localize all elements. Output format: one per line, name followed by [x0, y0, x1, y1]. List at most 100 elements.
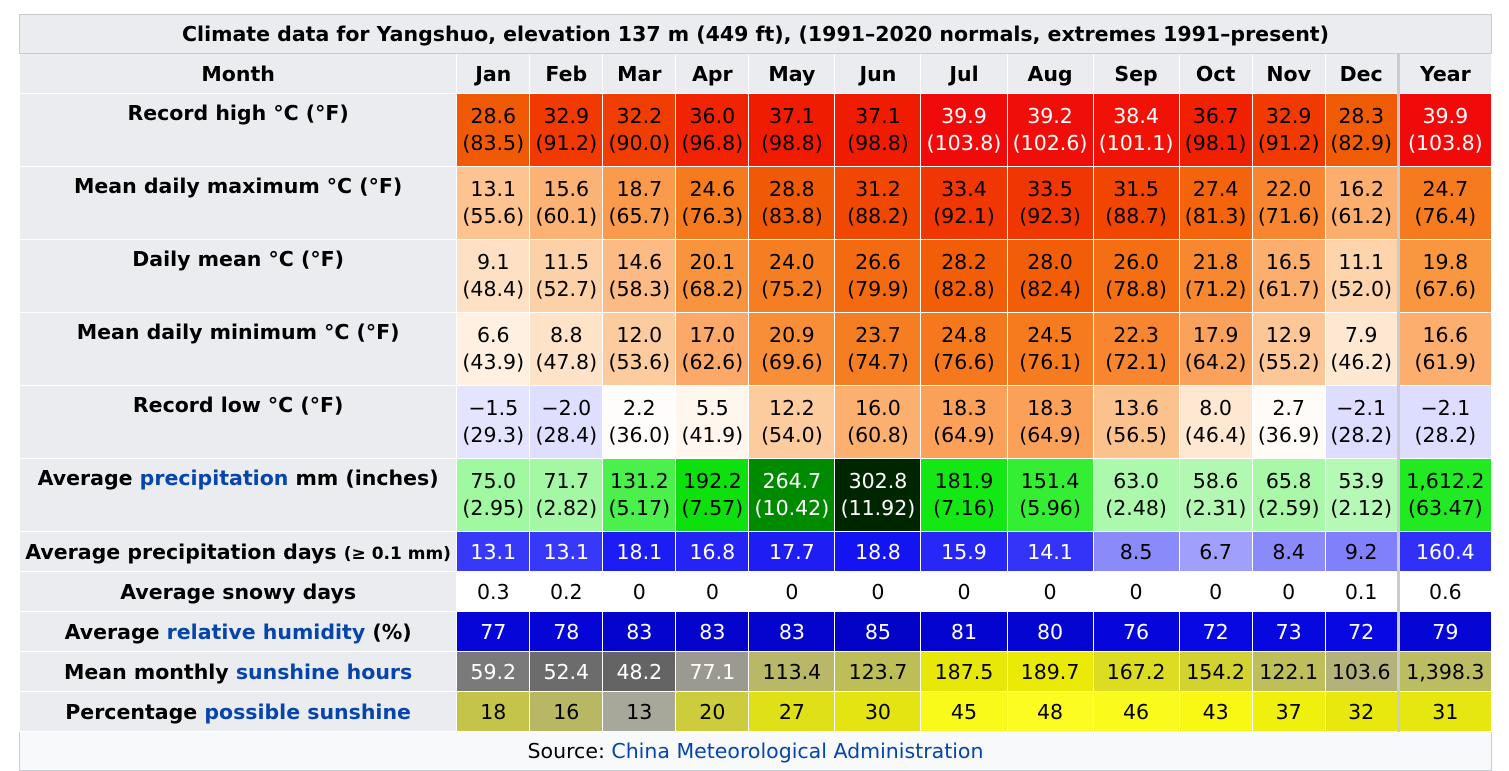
value-imperial: (101.1)	[1098, 131, 1174, 155]
row-label-text: Average	[37, 466, 140, 490]
value-metric: 36.7	[1192, 104, 1239, 128]
row-label: Mean daily maximum °C (°F)	[18, 166, 458, 240]
value-cell: 154.2	[1178, 651, 1253, 692]
row-label-text: Percentage	[65, 699, 205, 724]
table-row: Average precipitation days (≥ 0.1 mm) 13.…	[18, 531, 1493, 572]
value-cell: 27.4 (81.3)	[1178, 166, 1253, 240]
value-cell: 187.5	[920, 651, 1008, 692]
row-label-link[interactable]: sunshine hours	[235, 659, 413, 684]
value-cell: 123.7	[834, 651, 922, 692]
value-cell: 36.7 (98.1)	[1178, 93, 1253, 167]
value-cell: 73	[1251, 611, 1326, 652]
value-imperial: (5.96)	[1019, 496, 1081, 520]
value-cell: 52.4	[529, 651, 604, 692]
month-header-dec: Dec	[1324, 53, 1399, 94]
value-cell: 0	[1006, 571, 1094, 612]
value-metric: 9.1	[476, 250, 510, 274]
value-imperial: (36.9)	[1257, 423, 1320, 447]
value-cell: 85	[834, 611, 922, 652]
value-imperial: (98.8)	[847, 131, 909, 155]
value-imperial: (63.47)	[1408, 496, 1483, 520]
value-cell: 43	[1178, 691, 1253, 732]
value-cell: 13.6 (56.5)	[1092, 385, 1180, 459]
value-cell: 23.7 (74.7)	[834, 312, 922, 386]
value-imperial: (76.6)	[933, 350, 995, 374]
value-cell: 37.1 (98.8)	[748, 93, 836, 167]
value-metric: 36.0	[689, 104, 736, 128]
value-imperial: (7.16)	[933, 496, 995, 520]
value-cell: 39.2 (102.6)	[1006, 93, 1094, 167]
value-metric: 39.9	[1422, 104, 1469, 128]
source-prefix: Source:	[527, 739, 612, 763]
year-value-cell: 24.7 (76.4)	[1396, 166, 1493, 240]
value-imperial: (46.2)	[1330, 350, 1392, 374]
value-metric: 28.0	[1027, 250, 1073, 274]
value-metric: 2.7	[1272, 396, 1305, 420]
value-cell: −2.0 (28.4)	[529, 385, 604, 459]
value-cell: 18.3 (64.9)	[920, 385, 1008, 459]
row-label: Average relative humidity (%)	[18, 611, 458, 652]
row-label-link[interactable]: relative humidity	[166, 619, 366, 644]
value-imperial: (28.4)	[535, 423, 598, 447]
value-metric: 1,612.2	[1406, 469, 1485, 493]
value-metric: 39.2	[1027, 104, 1073, 128]
value-metric: 27.4	[1192, 177, 1239, 201]
value-imperial: (102.6)	[1012, 131, 1088, 155]
value-imperial: (10.42)	[754, 496, 830, 520]
value-cell: 17.7	[748, 531, 836, 572]
value-cell: 83	[748, 611, 836, 652]
value-metric: 33.4	[941, 177, 987, 201]
value-cell: 26.0 (78.8)	[1092, 239, 1180, 313]
value-imperial: (60.1)	[535, 204, 598, 228]
value-cell: 8.4	[1251, 531, 1326, 572]
value-metric: 37.1	[855, 104, 901, 128]
value-imperial: (65.7)	[608, 204, 671, 228]
value-cell: 83	[675, 611, 750, 652]
table-row: Record high °C (°F) 28.6 (83.5) 32.9 (91.2) 3…	[18, 93, 1493, 167]
value-imperial: (71.6)	[1257, 204, 1320, 228]
value-imperial: (52.0)	[1330, 277, 1392, 301]
value-imperial: (28.2)	[1330, 423, 1392, 447]
value-cell: 32.2 (90.0)	[602, 93, 677, 167]
row-label: Record high °C (°F)	[18, 93, 458, 167]
value-metric: 21.8	[1192, 250, 1239, 274]
value-cell: 37.1 (98.8)	[834, 93, 922, 167]
row-label-text: Average snowy days	[120, 579, 357, 604]
value-imperial: (56.5)	[1105, 423, 1167, 447]
value-cell: 0.2	[529, 571, 604, 612]
value-cell: 48.2	[602, 651, 677, 692]
value-cell: 32.9 (91.2)	[529, 93, 604, 167]
value-imperial: (88.2)	[847, 204, 909, 228]
value-cell: 31.2 (88.2)	[834, 166, 922, 240]
value-cell: 12.9 (55.2)	[1251, 312, 1326, 386]
source-link[interactable]: China Meteorological Administration	[611, 739, 984, 763]
value-cell: 81	[920, 611, 1008, 652]
value-cell: 24.8 (76.6)	[920, 312, 1008, 386]
value-imperial: (46.4)	[1184, 423, 1247, 447]
value-cell: 72	[1324, 611, 1399, 652]
table-row: Percentage possible sunshine 18 16 13 20 27 30…	[18, 691, 1493, 732]
value-cell: 28.0 (82.4)	[1006, 239, 1094, 313]
value-metric: 32.9	[1265, 104, 1312, 128]
value-metric: −2.1	[1420, 396, 1471, 420]
value-metric: −1.5	[468, 396, 519, 420]
year-value-cell: 31	[1396, 691, 1493, 732]
value-metric: 16.0	[855, 396, 901, 420]
value-cell: 77.1	[675, 651, 750, 692]
value-cell: 83	[602, 611, 677, 652]
value-metric: 181.9	[934, 469, 994, 493]
row-label-link[interactable]: precipitation	[139, 466, 289, 490]
value-cell: 63.0 (2.48)	[1092, 458, 1180, 532]
month-header-jul: Jul	[920, 53, 1008, 94]
value-cell: 0	[602, 571, 677, 612]
value-cell: 15.9	[920, 531, 1008, 572]
row-label-link[interactable]: possible sunshine	[204, 699, 411, 724]
value-metric: 37.1	[769, 104, 815, 128]
value-cell: 122.1	[1251, 651, 1326, 692]
value-cell: 53.9 (2.12)	[1324, 458, 1399, 532]
value-metric: 16.6	[1422, 323, 1469, 347]
value-metric: 31.2	[855, 177, 901, 201]
value-cell: 28.3 (82.9)	[1324, 93, 1399, 167]
value-metric: 18.3	[1027, 396, 1073, 420]
value-metric: 39.9	[941, 104, 987, 128]
